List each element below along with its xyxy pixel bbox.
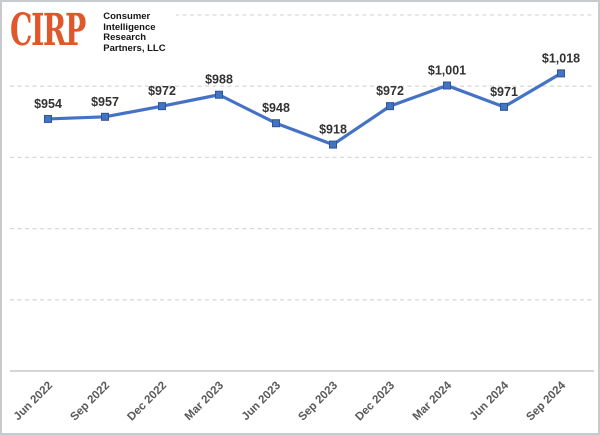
data-label: $918 xyxy=(319,123,347,137)
x-axis-tick-label: Sep 2024 xyxy=(524,379,568,423)
x-axis-tick-label: Jun 2024 xyxy=(468,379,512,423)
x-axis-tick-label: Dec 2023 xyxy=(353,380,397,424)
logo-text-line: Intelligence xyxy=(103,21,156,33)
x-axis-tick-label: Mar 2024 xyxy=(411,379,455,423)
x-axis-tick-label: Jun 2023 xyxy=(240,380,283,423)
data-label: $954 xyxy=(34,97,62,111)
data-label: $957 xyxy=(91,95,119,109)
x-axis-tick-label: Mar 2023 xyxy=(183,380,226,423)
data-point-marker xyxy=(329,140,337,149)
x-axis-tick-label: Dec 2022 xyxy=(125,380,169,424)
data-point-marker xyxy=(272,119,280,128)
logo-text-line: Partners, LLC xyxy=(103,42,166,54)
data-label: $988 xyxy=(205,73,233,87)
series-line xyxy=(46,71,563,147)
data-point-marker xyxy=(500,102,508,111)
data-point-marker xyxy=(557,69,565,78)
data-point-marker xyxy=(44,114,52,123)
data-point-marker xyxy=(215,90,223,99)
data-point-marker xyxy=(158,102,166,111)
data-label: $972 xyxy=(148,84,176,98)
cirp-logo-text: Consumer Intelligence Research Partners,… xyxy=(103,11,166,54)
cirp-logo: CIRP Consumer Intelligence Research Part… xyxy=(8,7,176,58)
data-point-marker xyxy=(443,81,451,90)
x-axis-tick-label: Sep 2022 xyxy=(68,380,112,424)
x-axis-tick-label: Jun 2022 xyxy=(12,380,55,423)
data-point-marker xyxy=(386,102,394,111)
data-label: $972 xyxy=(376,84,404,98)
data-label: $948 xyxy=(262,101,290,115)
cirp-logo-mark: CIRP xyxy=(10,5,86,56)
logo-text-line: Consumer xyxy=(103,11,151,22)
data-point-marker xyxy=(101,112,109,121)
data-label: $1,018 xyxy=(542,51,580,65)
data-label: $971 xyxy=(490,85,518,99)
logo-text-line: Research xyxy=(103,32,147,43)
x-axis-tick-label: Sep 2023 xyxy=(296,380,340,424)
data-label: $1,001 xyxy=(428,63,466,77)
